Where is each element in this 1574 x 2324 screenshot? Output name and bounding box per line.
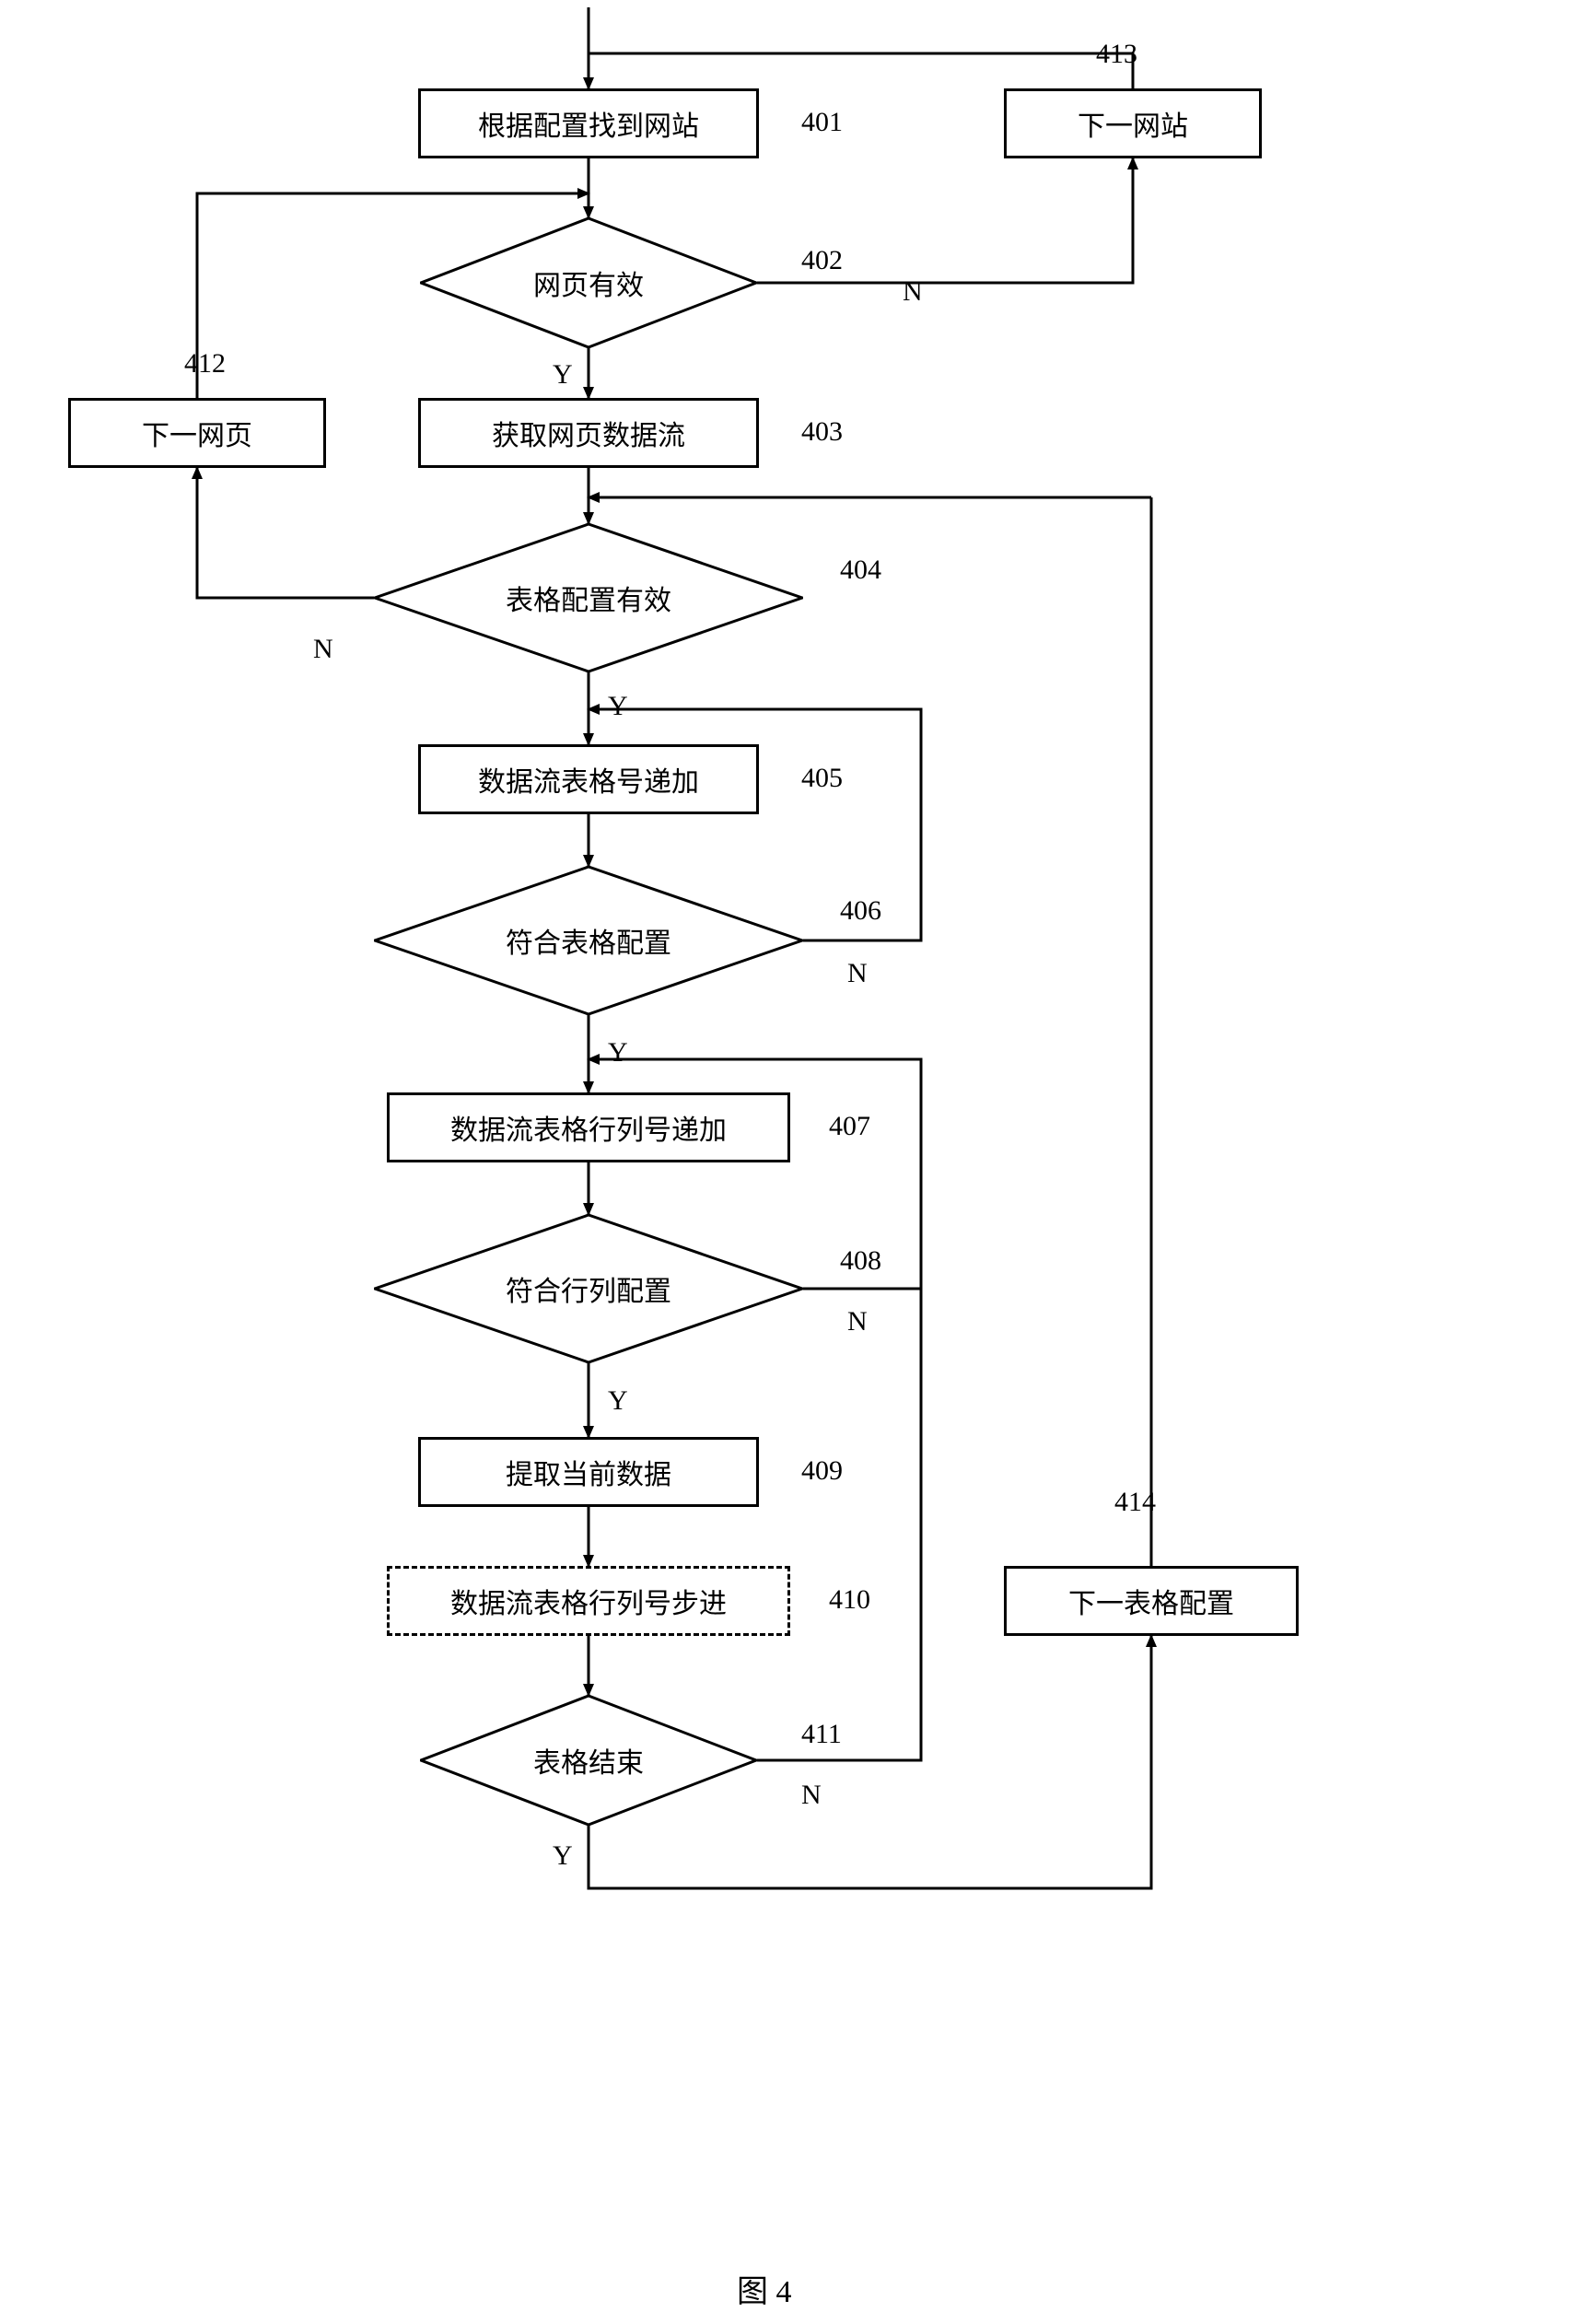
- node-n409: 提取当前数据: [418, 1437, 759, 1507]
- node-label: 下一表格配置: [1068, 1581, 1234, 1621]
- step-number-402: 402: [801, 245, 843, 276]
- flowchart-canvas: 根据配置找到网站 401 下一网站 413 网页有效 402 下一网页 412 获取网页数据流 4…: [0, 0, 1574, 2324]
- node-n405: 数据流表格号递加: [418, 744, 759, 814]
- figure-caption: 图 4: [737, 2266, 792, 2311]
- step-number-410: 410: [829, 1584, 870, 1616]
- node-label: 符合行列配置: [506, 1268, 671, 1309]
- node-d411: 表格结束: [420, 1695, 757, 1826]
- node-label: 根据配置找到网站: [478, 103, 699, 144]
- step-number-411: 411: [801, 1719, 842, 1750]
- node-n410: 数据流表格行列号步进: [387, 1566, 790, 1636]
- step-number-413: 413: [1096, 39, 1137, 70]
- node-label: 符合表格配置: [506, 920, 671, 961]
- node-label: 获取网页数据流: [492, 413, 685, 453]
- node-label: 数据流表格行列号步进: [450, 1581, 727, 1621]
- node-label: 网页有效: [533, 263, 644, 303]
- node-d408: 符合行列配置: [374, 1214, 803, 1363]
- node-d402: 网页有效: [420, 217, 757, 348]
- node-label: 表格结束: [533, 1740, 644, 1781]
- yes-label-7: Y: [608, 1385, 628, 1417]
- node-label: 数据流表格号递加: [478, 759, 699, 800]
- node-label: 下一网站: [1078, 103, 1188, 144]
- step-number-404: 404: [840, 555, 881, 586]
- no-label-6: N: [847, 1306, 868, 1337]
- no-label-0: N: [903, 276, 923, 308]
- step-number-401: 401: [801, 107, 843, 138]
- node-label: 表格配置有效: [506, 578, 671, 618]
- node-label: 数据流表格行列号递加: [450, 1107, 727, 1148]
- no-label-8: N: [801, 1780, 822, 1811]
- node-d406: 符合表格配置: [374, 866, 803, 1015]
- step-number-408: 408: [840, 1245, 881, 1277]
- step-number-412: 412: [184, 348, 226, 380]
- node-n412: 下一网页: [68, 398, 326, 468]
- step-number-405: 405: [801, 763, 843, 794]
- node-n414: 下一表格配置: [1004, 1566, 1299, 1636]
- yes-label-1: Y: [553, 359, 573, 391]
- node-n413: 下一网站: [1004, 88, 1262, 158]
- step-number-407: 407: [829, 1111, 870, 1142]
- node-n403: 获取网页数据流: [418, 398, 759, 468]
- node-d404: 表格配置有效: [374, 523, 803, 672]
- step-number-403: 403: [801, 416, 843, 448]
- step-number-406: 406: [840, 895, 881, 927]
- yes-label-9: Y: [553, 1840, 573, 1872]
- no-label-4: N: [847, 958, 868, 989]
- yes-label-5: Y: [608, 1037, 628, 1069]
- node-label: 下一网页: [142, 413, 252, 453]
- node-n401: 根据配置找到网站: [418, 88, 759, 158]
- node-n407: 数据流表格行列号递加: [387, 1092, 790, 1162]
- step-number-409: 409: [801, 1455, 843, 1487]
- node-label: 提取当前数据: [506, 1452, 671, 1492]
- no-label-2: N: [313, 634, 333, 665]
- yes-label-3: Y: [608, 691, 628, 722]
- step-number-414: 414: [1114, 1487, 1156, 1518]
